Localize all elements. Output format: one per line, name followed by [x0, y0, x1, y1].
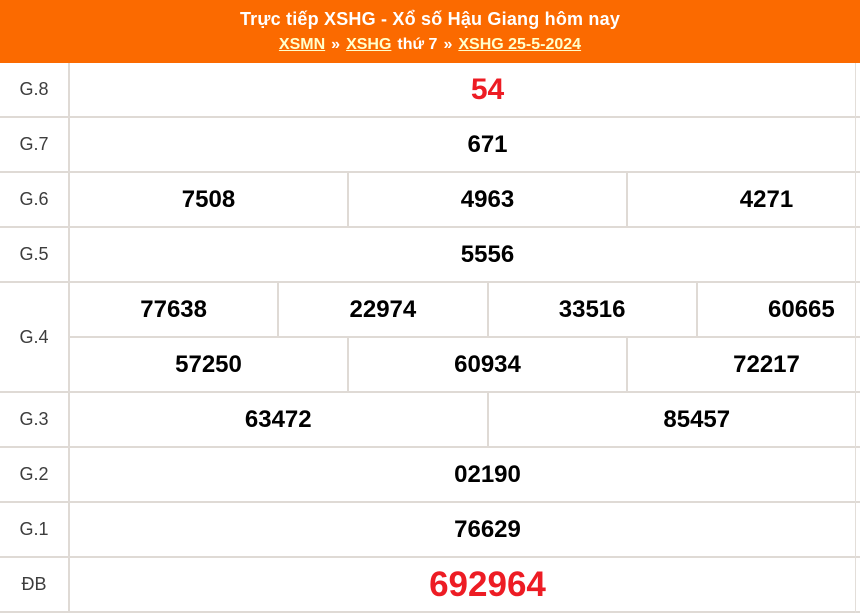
result-number: 4963 — [349, 173, 628, 226]
result-number: 85457 — [488, 393, 860, 446]
prize-groups: 671 — [70, 118, 860, 173]
prize-group-row: 5556 — [70, 228, 860, 283]
breadcrumb-link[interactable]: XSHG 25-5-2024 — [458, 36, 582, 53]
breadcrumb-link[interactable]: XSHG — [346, 36, 392, 53]
result-number: 54 — [70, 63, 860, 116]
breadcrumb-separator: » — [331, 36, 341, 53]
prize-label: G.8 — [0, 63, 70, 118]
prize-groups: 7508 4963 4271 — [70, 173, 860, 228]
prize-groups: 5556 — [70, 228, 860, 283]
prize-label: G.3 — [0, 393, 70, 448]
result-number: 57250 — [70, 338, 349, 391]
result-number: 22974 — [279, 283, 489, 336]
result-number: 77638 — [70, 283, 280, 336]
prize-row: G.2 02190 — [0, 448, 860, 503]
breadcrumb-text: thứ 7 — [397, 36, 438, 53]
result-number: 63472 — [70, 393, 489, 446]
prize-group-row: 76629 — [70, 503, 860, 558]
result-number: 60665 — [697, 283, 860, 336]
results-table-container: G.8 54 G.7 671 G.6 7508 4963 4271 G.5 5556 G.4 7763… — [0, 63, 860, 613]
result-number: 692964 — [70, 558, 860, 611]
page-header: Trực tiếp XSHG - Xổ số Hậu Giang hôm nay… — [0, 0, 860, 63]
prize-groups: 692964 — [70, 558, 860, 613]
prize-row: G.4 77638 22974 33516 60665 57250 60934 72217 — [0, 283, 860, 393]
result-number: 02190 — [70, 448, 860, 501]
prize-label: G.4 — [0, 283, 70, 393]
prize-label: G.1 — [0, 503, 70, 558]
prize-label: G.2 — [0, 448, 70, 503]
prize-groups: 76629 — [70, 503, 860, 558]
prize-group-row: 671 — [70, 118, 860, 173]
results-table: G.8 54 G.7 671 G.6 7508 4963 4271 G.5 5556 G.4 7763… — [0, 63, 860, 613]
prize-groups: 63472 85457 — [70, 393, 860, 448]
prize-label: ĐB — [0, 558, 70, 613]
prize-row: G.1 76629 — [0, 503, 860, 558]
prize-label: G.7 — [0, 118, 70, 173]
prize-group-row: 54 — [70, 63, 860, 118]
result-number: 60934 — [349, 338, 628, 391]
breadcrumb-separator: » — [443, 36, 453, 53]
prize-row: G.7 671 — [0, 118, 860, 173]
result-number: 7508 — [70, 173, 349, 226]
page-title: Trực tiếp XSHG - Xổ số Hậu Giang hôm nay — [239, 9, 621, 29]
result-number: 76629 — [70, 503, 860, 556]
prize-row: G.3 63472 85457 — [0, 393, 860, 448]
result-number: 33516 — [488, 283, 698, 336]
result-number: 5556 — [70, 228, 860, 281]
result-number: 4271 — [628, 173, 860, 226]
prize-row: G.6 7508 4963 4271 — [0, 173, 860, 228]
table-right-edge-divider — [855, 63, 856, 613]
breadcrumb-link[interactable]: XSMN — [278, 36, 326, 53]
prize-group-row: 02190 — [70, 448, 860, 503]
prize-label: G.5 — [0, 228, 70, 283]
breadcrumb: XSMN » XSHG thứ 7 » XSHG 25-5-2024 — [0, 32, 860, 58]
prize-label: G.6 — [0, 173, 70, 228]
prize-row: ĐB 692964 — [0, 558, 860, 613]
result-number: 671 — [70, 118, 860, 171]
prize-group-row: 692964 — [70, 558, 860, 613]
prize-groups: 77638 22974 33516 60665 57250 60934 72217 — [70, 283, 860, 393]
prize-group-row: 77638 22974 33516 60665 — [70, 283, 860, 338]
prize-groups: 02190 — [70, 448, 860, 503]
result-number: 72217 — [628, 338, 860, 391]
prize-row: G.8 54 — [0, 63, 860, 118]
prize-row: G.5 5556 — [0, 228, 860, 283]
prize-group-row: 57250 60934 72217 — [70, 338, 860, 393]
prize-group-row: 7508 4963 4271 — [70, 173, 860, 228]
prize-groups: 54 — [70, 63, 860, 118]
prize-group-row: 63472 85457 — [70, 393, 860, 448]
